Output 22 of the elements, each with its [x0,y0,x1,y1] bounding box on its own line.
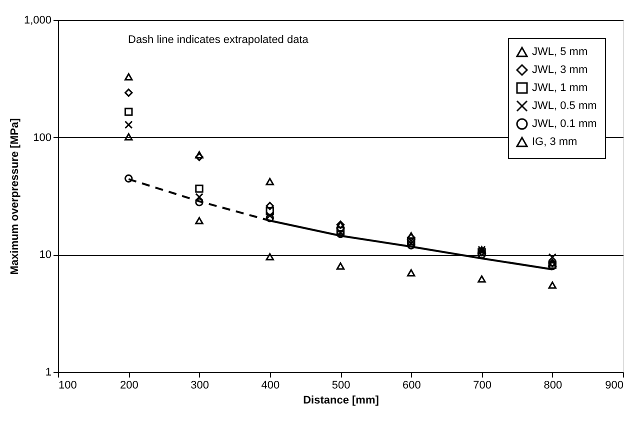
y-tick-label: 1 [45,366,52,378]
legend-label: JWL, 1 mm [532,82,588,94]
legend-label: JWL, 0.1 mm [532,118,597,130]
y-tick-label: 100 [33,132,52,144]
y-tick-label: 1,000 [24,14,52,26]
y-axis-title: Maximum overpressure [MPa] [8,118,21,275]
legend-label: JWL, 5 mm [532,46,588,58]
y-tick-label: 10 [39,249,52,262]
x-tick-label: 900 [605,380,624,392]
legend-label: JWL, 3 mm [532,64,588,76]
x-tick-label: 400 [261,380,280,392]
x-tick-label: 500 [332,380,350,392]
x-tick-label: 800 [544,380,562,392]
x-axis-title: Distance [mm] [303,394,380,406]
x-tick-label: 600 [402,380,421,392]
x-tick-label: 700 [473,380,492,392]
legend-label: IG, 3 mm [532,136,578,148]
annotation: Dash line indicates extrapolated data [128,34,310,46]
x-tick-label: 100 [58,380,77,392]
x-tick-label: 300 [190,380,209,392]
legend-label: JWL, 0.5 mm [532,100,597,112]
x-tick-label: 200 [120,380,138,392]
